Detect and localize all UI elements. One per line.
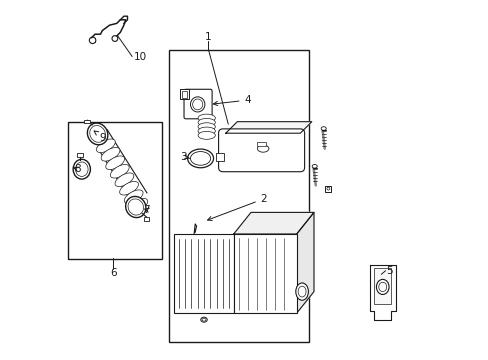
Ellipse shape bbox=[201, 317, 207, 322]
Ellipse shape bbox=[128, 199, 143, 215]
Polygon shape bbox=[369, 265, 395, 320]
Bar bbox=[68, 122, 162, 259]
Text: 9: 9 bbox=[94, 131, 106, 143]
Bar bbox=[174, 234, 233, 313]
Ellipse shape bbox=[202, 318, 205, 321]
Ellipse shape bbox=[198, 114, 215, 122]
Bar bbox=[90, 38, 95, 42]
Circle shape bbox=[112, 36, 118, 41]
Bar bbox=[233, 234, 296, 313]
Ellipse shape bbox=[198, 118, 215, 126]
Bar bbox=[256, 142, 265, 146]
Text: 4: 4 bbox=[213, 95, 251, 105]
Ellipse shape bbox=[96, 139, 115, 153]
Ellipse shape bbox=[376, 279, 388, 294]
Text: 10: 10 bbox=[133, 52, 146, 62]
Bar bbox=[77, 153, 83, 157]
Bar bbox=[168, 50, 309, 342]
Polygon shape bbox=[296, 212, 313, 313]
FancyBboxPatch shape bbox=[183, 89, 212, 119]
Ellipse shape bbox=[257, 145, 268, 152]
Ellipse shape bbox=[125, 197, 145, 217]
Polygon shape bbox=[225, 122, 311, 133]
Ellipse shape bbox=[198, 131, 215, 139]
Bar bbox=[84, 120, 89, 123]
Ellipse shape bbox=[115, 173, 134, 186]
Ellipse shape bbox=[190, 152, 210, 165]
Circle shape bbox=[89, 37, 96, 44]
Ellipse shape bbox=[187, 149, 213, 168]
Bar bbox=[181, 91, 186, 98]
Ellipse shape bbox=[298, 286, 305, 297]
Bar bbox=[143, 217, 149, 221]
Ellipse shape bbox=[321, 127, 325, 130]
Ellipse shape bbox=[110, 165, 129, 178]
Ellipse shape bbox=[105, 156, 124, 170]
Bar bbox=[373, 268, 390, 304]
Text: 8: 8 bbox=[74, 164, 81, 174]
Ellipse shape bbox=[75, 162, 88, 176]
Ellipse shape bbox=[73, 159, 90, 179]
Text: 3: 3 bbox=[180, 152, 189, 162]
Text: 1: 1 bbox=[205, 32, 211, 42]
Ellipse shape bbox=[87, 123, 108, 145]
Ellipse shape bbox=[198, 127, 215, 135]
FancyBboxPatch shape bbox=[218, 129, 304, 172]
Ellipse shape bbox=[90, 126, 105, 142]
Ellipse shape bbox=[192, 99, 203, 110]
Text: 2: 2 bbox=[207, 194, 267, 221]
Ellipse shape bbox=[190, 97, 204, 112]
Ellipse shape bbox=[101, 148, 120, 161]
Ellipse shape bbox=[311, 165, 317, 168]
Ellipse shape bbox=[295, 283, 308, 300]
Bar bbox=[325, 186, 330, 192]
Bar bbox=[179, 89, 188, 99]
Polygon shape bbox=[233, 212, 313, 234]
Ellipse shape bbox=[129, 198, 147, 212]
Text: 6: 6 bbox=[110, 267, 116, 278]
Ellipse shape bbox=[120, 181, 138, 195]
Ellipse shape bbox=[124, 190, 143, 203]
Ellipse shape bbox=[326, 187, 329, 190]
Text: 5: 5 bbox=[385, 266, 392, 276]
Text: 7: 7 bbox=[142, 204, 149, 215]
Ellipse shape bbox=[198, 123, 215, 131]
Bar bbox=[216, 153, 223, 161]
Ellipse shape bbox=[378, 282, 386, 292]
